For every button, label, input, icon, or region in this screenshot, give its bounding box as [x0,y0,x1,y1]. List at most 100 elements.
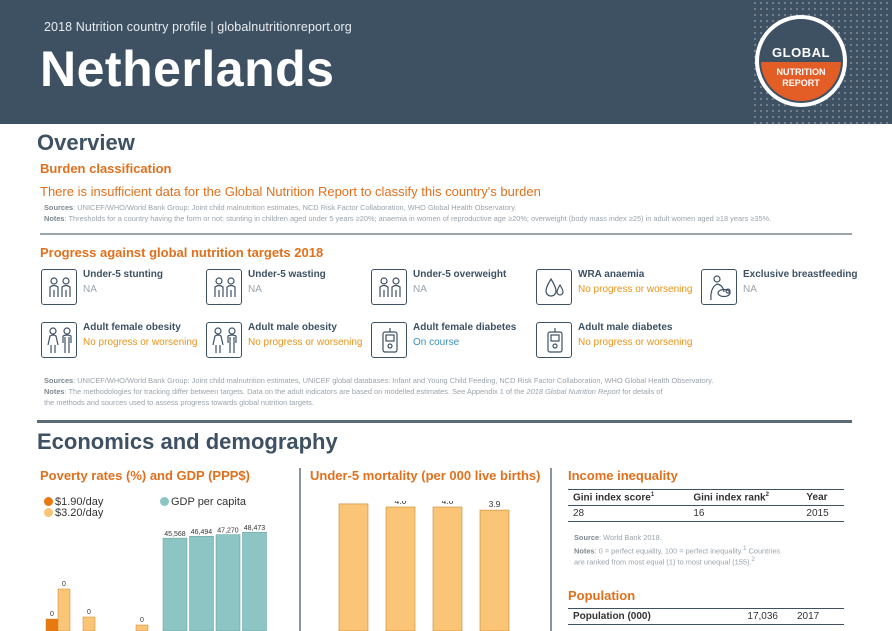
mortality-bar-value: 4.0 [395,501,407,506]
target-label: Exclusive breastfeeding [743,269,858,280]
legend-swatch-190 [44,497,53,506]
target-status: NA [413,284,427,295]
target-item: WRA anaemia No progress or worsening [535,269,700,309]
target-status: No progress or worsening [578,284,693,295]
population-label: Population (000) [568,608,718,625]
legend-item-320: $3.20/day [44,507,103,519]
progress-sources: Sources: UNICEF/WHO/World Bank Group: Jo… [44,376,714,385]
table-header: Gini index rank2 [688,488,802,507]
mortality-bar [479,509,510,631]
progress-heading: Progress against global nutrition target… [40,245,324,260]
poverty-bar-value: 0 [62,581,66,588]
column-divider-1 [299,468,301,631]
economics-title: Economics and demography [37,429,338,454]
gdp-bar-value: 47,270 [217,528,239,535]
target-status: No progress or worsening [578,337,693,348]
blood-drop-icon [536,269,572,305]
poverty-bar [45,618,59,631]
progress-notes: Notes: The methodologies for tracking di… [44,387,663,396]
income-notes: Notes: 0 = perfect equality, 100 = perfe… [574,545,781,556]
target-label: WRA anaemia [578,269,645,280]
country-title: Netherlands [40,41,335,97]
target-item: Adult male diabetes No progress or worsen… [535,322,700,362]
poverty-bar-value: 0 [50,611,54,618]
mortality-bar [338,503,369,631]
progress-notes-cont: the methods and sources used to assess p… [44,398,314,407]
mortality-bar [385,506,416,631]
page-header: 2018 Nutrition country profile | globaln… [0,0,892,124]
income-inequality-table: Gini index score1 Gini index rank2 Year … [568,488,844,523]
target-status: NA [743,284,757,295]
divider [40,233,852,235]
target-label: Under-5 stunting [83,269,163,280]
gdp-bar [162,537,188,631]
burden-sources: Sources: UNICEF/WHO/World Bank Group: Jo… [44,203,517,212]
gini-year: 2015 [801,505,844,523]
mortality-bar-value: 4.1 [348,501,360,503]
income-notes-cont: are ranked from most equal (1) to most u… [574,556,755,567]
target-status: No progress or worsening [83,337,198,348]
target-item: Under-5 wasting NA [205,269,370,309]
overview-title: Overview [37,130,135,155]
gdp-bar [242,531,267,631]
population-value: 17,036 [718,608,783,625]
logo-line-1: GLOBAL [772,45,830,60]
poverty-bar [82,616,96,631]
glucose-meter-icon [536,322,572,358]
mortality-heading: Under-5 mortality (per 000 live births) [310,468,541,483]
target-label: Adult female obesity [83,322,181,333]
child-pair-icon [371,269,407,305]
mortality-bar [432,506,463,631]
burden-notes: Notes: Thresholds for a country having t… [44,214,772,223]
logo-line-3: REPORT [782,78,820,88]
poverty-bar-value: 0 [87,609,91,616]
target-item: Under-5 stunting NA [40,269,205,309]
target-item: Exclusive breastfeeding NA [700,269,865,309]
table-header: Year [801,488,844,507]
gdp-bar-value: 45,568 [164,531,186,538]
poverty-bar [57,588,71,631]
target-label: Adult male diabetes [578,322,673,333]
legend-item-gdp: GDP per capita [160,496,246,508]
gdp-bar-value: 46,494 [191,529,213,536]
adult-pair-icon [41,322,77,358]
gini-rank: 16 [688,505,802,523]
target-status: On course [413,337,460,348]
target-label: Adult male obesity [248,322,337,333]
target-status: No progress or worsening [248,337,363,348]
child-pair-icon [41,269,77,305]
breastfeeding-icon [701,269,737,305]
table-row: Population (000) 17,036 2017 [568,608,844,625]
gdp-bar-value: 48,473 [244,525,266,532]
mortality-bar-value: 3.9 [489,501,501,509]
poverty-bar [135,624,149,631]
column-divider-2 [550,468,552,631]
glucose-meter-icon [371,322,407,358]
gdp-bar [189,535,214,631]
table-row: 28 16 2015 [568,505,844,523]
target-status: NA [83,284,97,295]
poverty-heading: Poverty rates (%) and GDP (PPP$) [40,468,250,483]
target-label: Under-5 overweight [413,269,507,280]
gdp-bar [215,534,241,631]
target-label: Under-5 wasting [248,269,326,280]
poverty-gdp-chart: 0 0 0 0 45,568 46,494 47,270 48,473 [45,525,267,631]
burden-heading: Burden classification [40,161,172,176]
population-heading: Population [568,588,636,603]
legend-swatch-gdp [160,497,169,506]
burden-text: There is insufficient data for the Globa… [40,184,541,199]
child-pair-icon [206,269,242,305]
target-item: Adult female diabetes On course [370,322,535,362]
under5-mortality-chart: 4.1 4.0 4.0 3.9 [338,501,510,631]
target-item: Adult female obesity No progress or worse… [40,322,205,362]
mortality-bar-value: 4.0 [442,501,454,506]
section-divider [37,420,852,423]
poverty-bar-value: 0 [140,617,144,624]
adult-pair-icon [206,322,242,358]
gnr-logo: GLOBAL NUTRITION REPORT [755,15,847,107]
population-year: 2017 [783,608,844,625]
income-source: Source: World Bank 2018. [574,533,662,542]
target-item: Adult male obesity No progress or worseni… [205,322,370,362]
legend-swatch-320 [44,508,53,517]
target-label: Adult female diabetes [413,322,517,333]
